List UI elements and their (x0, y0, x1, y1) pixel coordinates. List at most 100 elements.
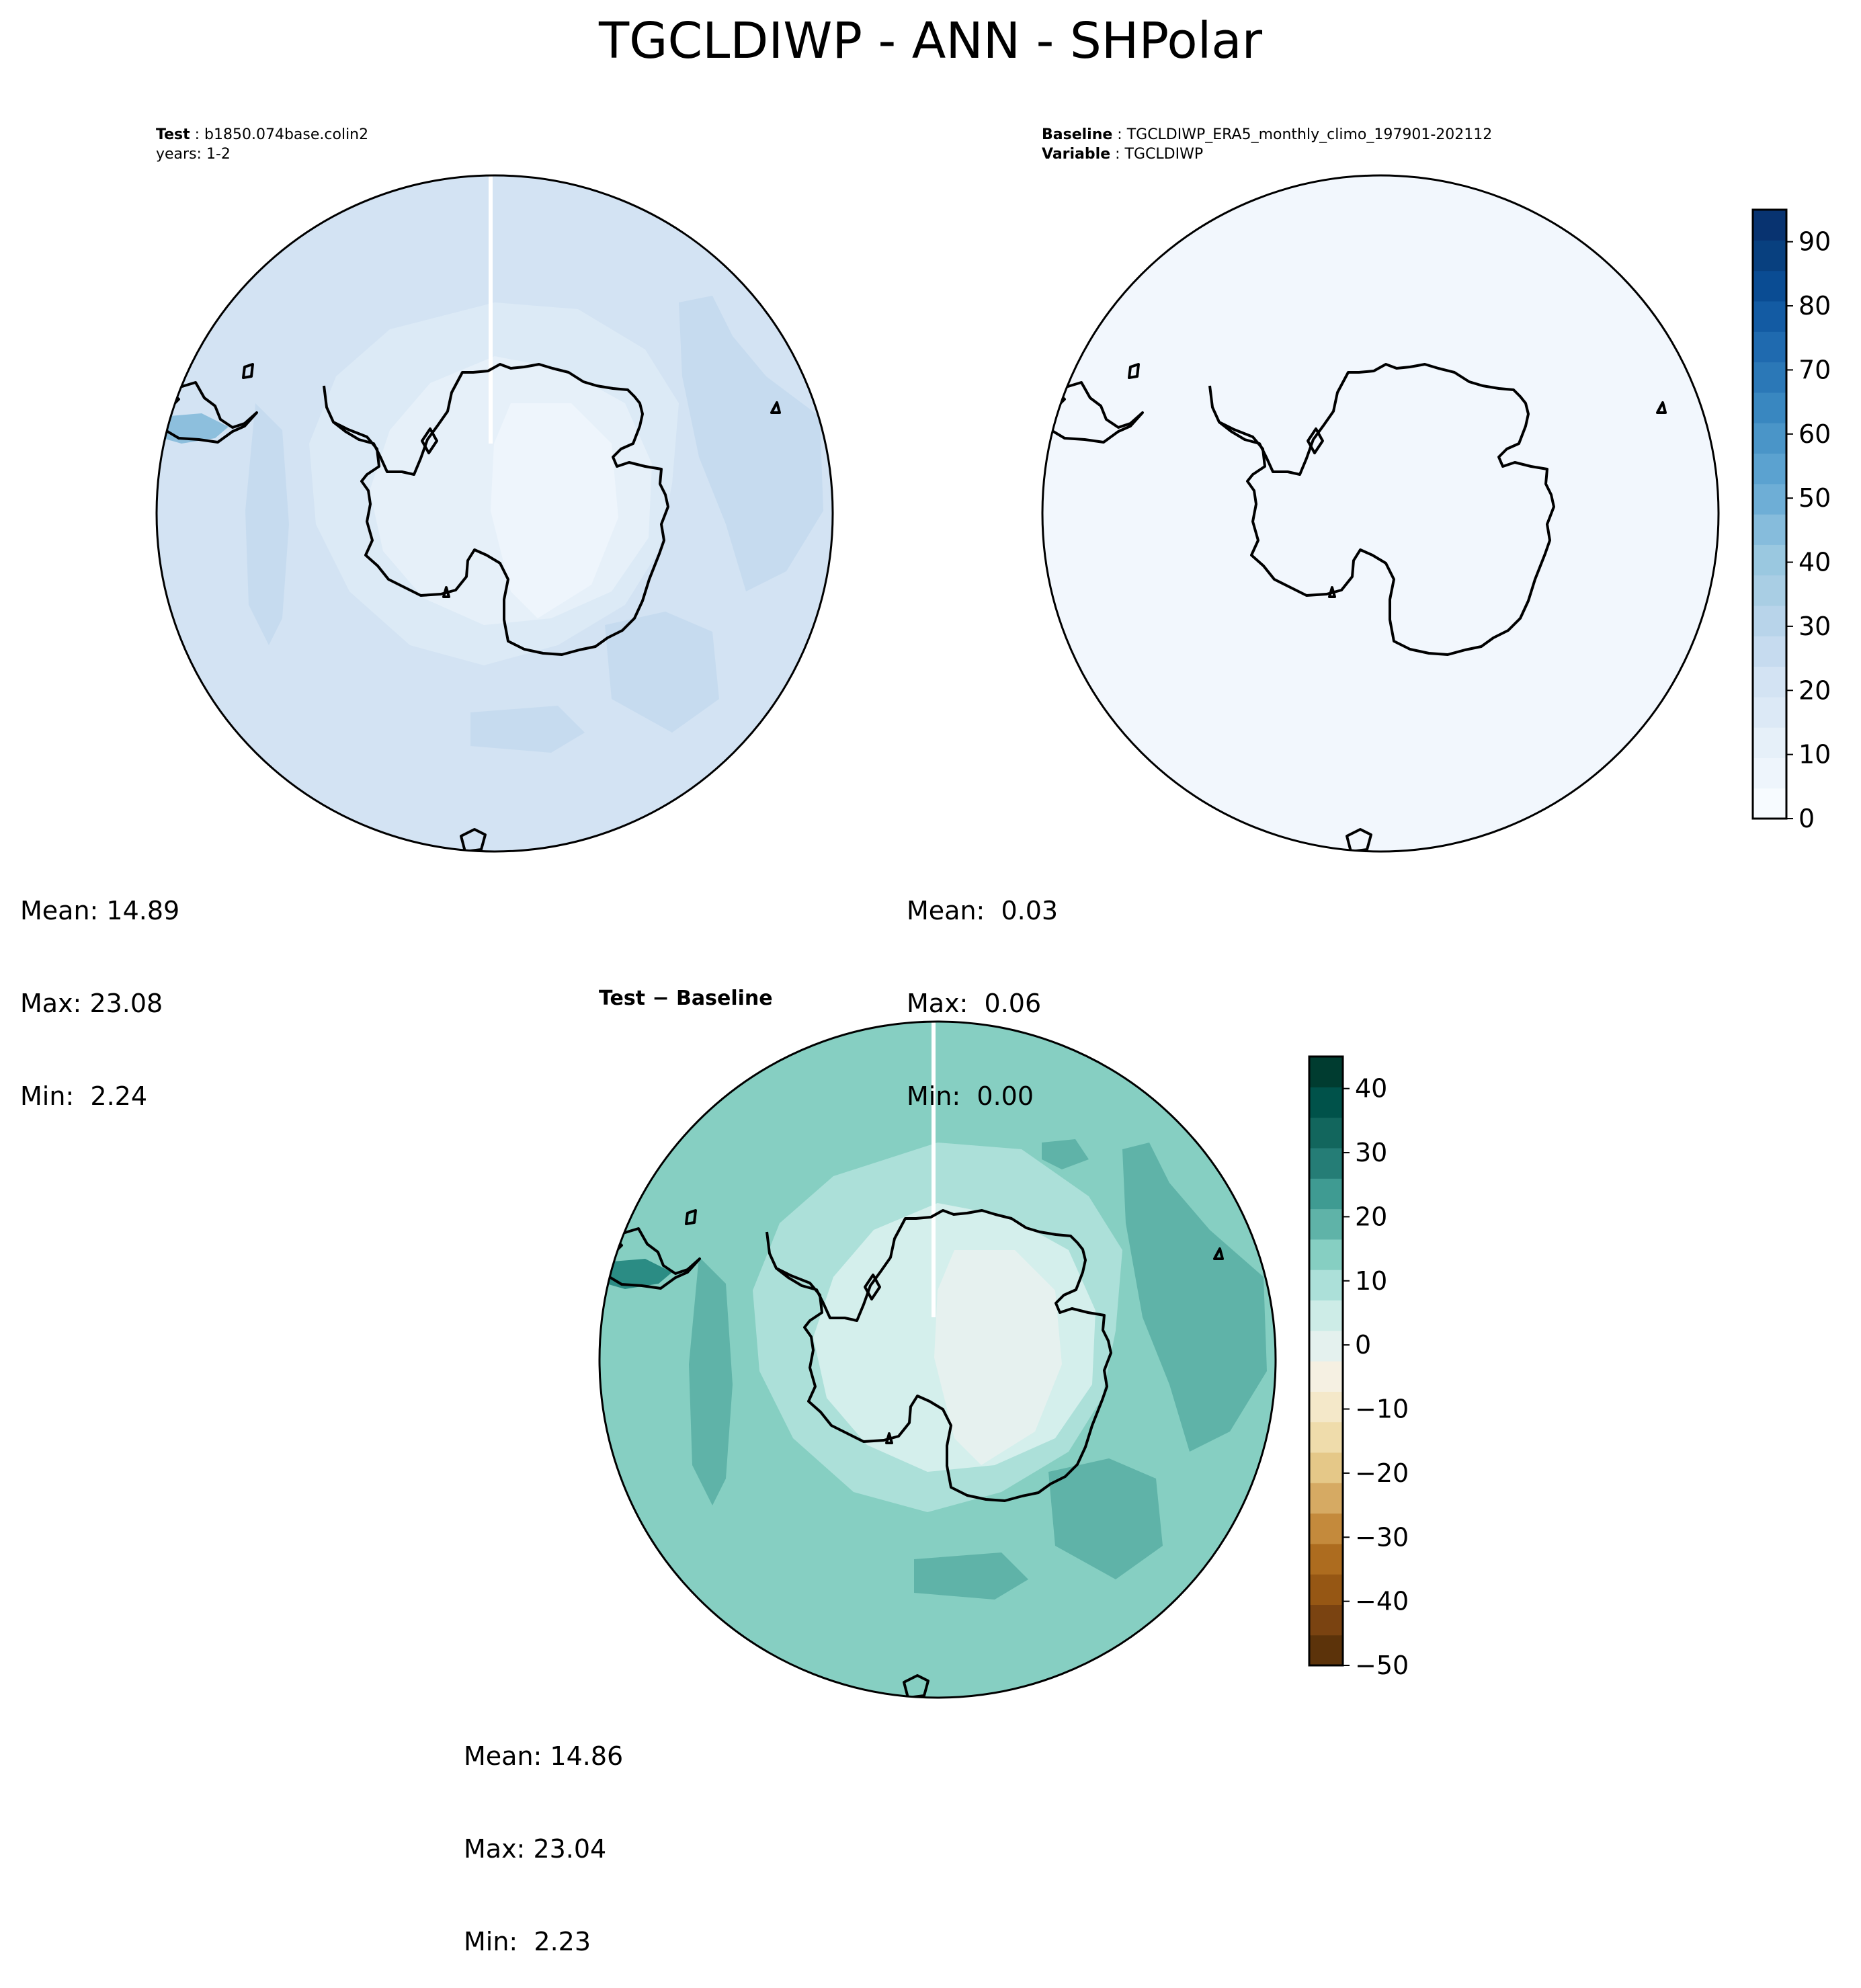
baseline-field (1042, 175, 1719, 852)
diff-colorbar-tick-label: −40 (1355, 1587, 1409, 1616)
baseline-colorbar-tick-label: 10 (1798, 740, 1831, 770)
test-label-value: b1850.074base.colin2 (204, 126, 369, 143)
figure-title: TGCLDIWP - ANN - SHPolar (598, 12, 1263, 70)
baseline-colorbar-tick-label: 20 (1798, 675, 1831, 705)
diff-min: Min: 2.23 (464, 1927, 591, 1956)
diff-colorbar-tick-label: −20 (1355, 1458, 1409, 1488)
baseline-colorbar-border (1751, 208, 1788, 820)
baseline-mean: Mean: 0.03 (907, 896, 1059, 925)
diff-colorbar-segment (1309, 1513, 1343, 1544)
diff-map (598, 1020, 1277, 1699)
diff-missing-strip (932, 1022, 936, 1317)
test-field-high-lower (605, 612, 719, 733)
baseline-min: Min: 0.00 (907, 1081, 1034, 1111)
diff-colorbar-segment (1309, 1087, 1343, 1118)
diff-colorbar-tick-label: 10 (1355, 1266, 1387, 1296)
baseline-max: Max: 0.06 (907, 989, 1042, 1018)
diff-title: Test − Baseline (599, 987, 773, 1010)
diff-colorbar-tick-label: 30 (1355, 1138, 1387, 1167)
baseline-stats: Mean: 0.03 Max: 0.06 Min: 0.00 (907, 833, 1058, 1143)
baseline-colorbar-tick-label: 40 (1798, 548, 1831, 577)
diff-colorbar-tick-label: 40 (1355, 1074, 1387, 1104)
test-years: years: 1-2 (156, 146, 231, 163)
test-field-core (491, 403, 618, 618)
baseline-colorbar-segment (1753, 605, 1786, 636)
diff-colorbar-segment (1309, 1147, 1343, 1179)
diff-colorbar-segment (1309, 1483, 1343, 1514)
test-min: Min: 2.24 (20, 1081, 147, 1111)
baseline-colorbar-segment (1753, 362, 1786, 393)
baseline-colorbar-segment (1753, 636, 1786, 667)
test-mean: Mean: 14.89 (20, 896, 180, 925)
diff-colorbar-segment (1309, 1178, 1343, 1210)
diff-colorbar-segment (1309, 1543, 1343, 1575)
variable-label-key: Variable (1042, 146, 1111, 163)
baseline-colorbar-tick-label: 60 (1798, 419, 1831, 449)
diff-colorbar-segment (1309, 1391, 1343, 1423)
baseline-colorbar-tick-label: 50 (1798, 483, 1831, 513)
diff-colorbar-tick-label: −50 (1355, 1651, 1409, 1680)
baseline-colorbar-tick-label: 80 (1798, 291, 1831, 321)
baseline-colorbar-tick-label: 0 (1798, 804, 1815, 833)
test-map (155, 174, 834, 853)
baseline-colorbar-segment (1753, 483, 1786, 515)
diff-colorbar-segment (1309, 1574, 1343, 1605)
baseline-header: Baseline : TGCLDIWP_ERA5_monthly_climo_1… (1042, 126, 1493, 163)
test-field-high-left (245, 403, 289, 645)
baseline-colorbar-segment (1753, 210, 1786, 241)
diff-colorbar-segment (1309, 1361, 1343, 1392)
baseline-map (1041, 174, 1720, 853)
diff-colorbar-tick-label: −30 (1355, 1522, 1409, 1552)
diff-colorbar-segment (1309, 1057, 1343, 1087)
baseline-colorbar-segment (1753, 240, 1786, 272)
test-field-high-bottom (470, 706, 585, 753)
diff-field-high-top (1042, 1139, 1089, 1169)
baseline-colorbar-tick-label: 70 (1798, 355, 1831, 384)
baseline-colorbar-segment (1753, 514, 1786, 545)
diff-colorbar-segment (1309, 1117, 1343, 1149)
test-stats: Mean: 14.89 Max: 23.08 Min: 2.24 (20, 833, 179, 1143)
diff-mean: Mean: 14.86 (464, 1741, 624, 1771)
test-label-key: Test (156, 126, 190, 143)
diff-field-high-left (689, 1257, 733, 1505)
diff-stats: Mean: 14.86 Max: 23.04 Min: 2.23 (464, 1679, 623, 1988)
baseline-colorbar-segment (1753, 757, 1786, 789)
baseline-colorbar-segment (1753, 453, 1786, 485)
baseline-colorbar-segment (1753, 575, 1786, 606)
diff-colorbar-segment (1309, 1239, 1343, 1270)
test-field-high-right (679, 296, 823, 591)
baseline-colorbar-segment (1753, 696, 1786, 728)
baseline-colorbar-segment (1753, 270, 1786, 302)
diff-field-high-bottom (914, 1552, 1028, 1600)
baseline-colorbar-segment (1753, 392, 1786, 423)
diff-colorbar-tick-label: −10 (1355, 1395, 1409, 1424)
baseline-colorbar-tick-label: 30 (1798, 612, 1831, 641)
baseline-colorbar-segment (1753, 727, 1786, 758)
diff-field-high-lower (1048, 1458, 1163, 1579)
baseline-colorbar-segment (1753, 788, 1786, 819)
diff-colorbar-segment (1309, 1421, 1343, 1453)
diff-field-core (934, 1250, 1062, 1465)
diff-colorbar-segment (1309, 1300, 1343, 1331)
variable-label-value: TGCLDIWP (1124, 146, 1204, 163)
baseline-colorbar-segment (1753, 300, 1786, 332)
diff-colorbar-segment (1309, 1634, 1343, 1666)
baseline-colorbar-segment (1753, 544, 1786, 576)
baseline-label-key: Baseline (1042, 126, 1113, 143)
baseline-map-border (1041, 174, 1720, 853)
diff-max: Max: 23.04 (464, 1834, 607, 1864)
diff-colorbar-segment (1309, 1208, 1343, 1240)
diff-colorbar-tick-label: 0 (1355, 1330, 1371, 1360)
test-map-border (155, 174, 834, 853)
diff-map-border (598, 1020, 1277, 1699)
baseline-colorbar-segment (1753, 666, 1786, 698)
diff-colorbar-segment (1309, 1270, 1343, 1300)
diff-field-high-right (1122, 1143, 1267, 1452)
diff-colorbar-tick-label: 20 (1355, 1202, 1387, 1231)
baseline-colorbar-segment (1753, 423, 1786, 454)
diff-colorbar-border (1308, 1055, 1344, 1667)
diff-colorbar-segment (1309, 1452, 1343, 1483)
figure-canvas: 0 10 20 30 40 50 60 70 80 90 −50 −40 −30 −20 −10 0 10 20… (155, 174, 1831, 1699)
diff-colorbar: −50 −40 −30 −20 −10 0 10 20 30 40 (1308, 1055, 1409, 1680)
test-missing-strip (489, 175, 493, 444)
